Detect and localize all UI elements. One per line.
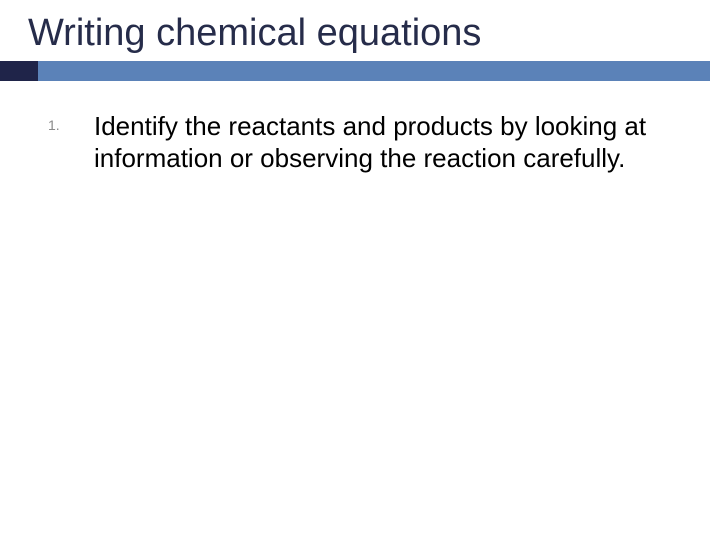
- content-area: 1. Identify the reactants and products b…: [0, 81, 720, 174]
- list-text: Identify the reactants and products by l…: [94, 111, 672, 174]
- list-number: 1.: [48, 111, 66, 133]
- accent-bar: [0, 61, 720, 81]
- accent-bar-short: [0, 61, 38, 81]
- slide-container: Writing chemical equations 1. Identify t…: [0, 0, 720, 540]
- slide-title: Writing chemical equations: [0, 0, 720, 61]
- list-item: 1. Identify the reactants and products b…: [48, 111, 672, 174]
- accent-bar-long: [38, 61, 710, 81]
